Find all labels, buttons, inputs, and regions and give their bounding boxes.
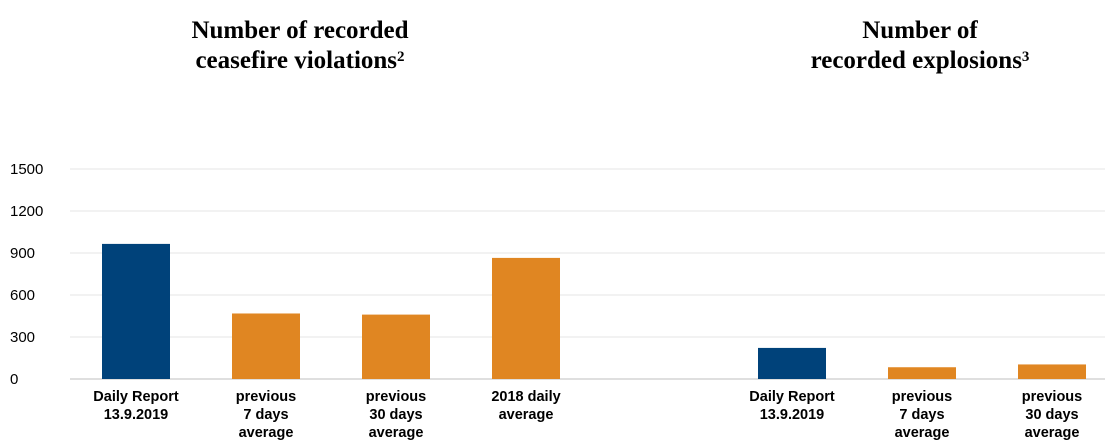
title-line-1: Number of [862, 17, 978, 44]
y-tick-label: 1500 [10, 161, 43, 178]
x-category-label: previous [1022, 389, 1082, 405]
footnote-marker: 3 [1021, 49, 1030, 65]
y-tick-label: 300 [10, 329, 35, 346]
x-category-label: average [499, 407, 554, 423]
x-category-label: 30 days [1025, 407, 1078, 423]
x-category-label: 7 days [243, 407, 288, 423]
x-category-label: average [895, 425, 950, 441]
x-category-label: Daily Report [93, 389, 179, 405]
x-category-label: 2018 daily [491, 389, 560, 405]
x-category-label: previous [236, 389, 296, 405]
x-category-label: 30 days [369, 407, 422, 423]
chart-title-ceasefire-violations: Number of recorded ceasefire violations2 [120, 16, 480, 76]
x-category-label: 13.9.2019 [104, 407, 169, 423]
y-tick-label: 1200 [10, 203, 43, 220]
y-tick-label: 0 [10, 371, 18, 388]
x-category-label: 13.9.2019 [760, 407, 825, 423]
x-category-label: average [1025, 425, 1080, 441]
y-tick-label: 600 [10, 287, 35, 304]
bar [888, 367, 956, 379]
x-category-label: Daily Report [749, 389, 835, 405]
bar [492, 257, 560, 379]
y-tick-label: 900 [10, 245, 35, 262]
x-category-label: average [369, 425, 424, 441]
title-line-2: ceasefire violations [195, 47, 398, 74]
title-line-1: Number of recorded [191, 17, 409, 44]
x-category-label: previous [892, 389, 952, 405]
bar [362, 314, 430, 379]
bar [102, 243, 170, 379]
x-category-label: previous [366, 389, 426, 405]
footnote-marker: 2 [397, 49, 405, 65]
x-category-label: 7 days [899, 407, 944, 423]
bar [1018, 364, 1086, 379]
bar [232, 313, 300, 379]
x-category-label: average [239, 425, 294, 441]
title-line-2: recorded explosions [810, 47, 1022, 74]
bar [758, 347, 826, 379]
chart-title-explosions: Number of recorded explosions3 [770, 16, 1070, 76]
